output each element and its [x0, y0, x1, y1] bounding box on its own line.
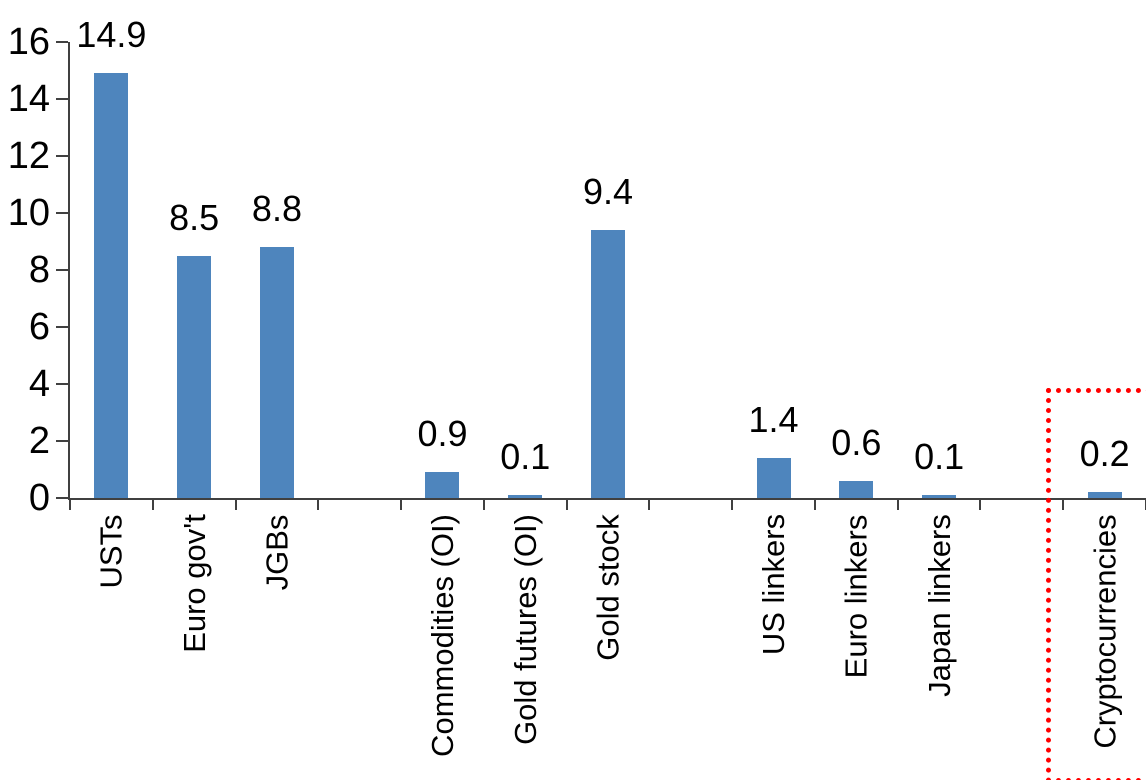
x-axis-tick [69, 498, 71, 510]
bar-value-label: 1.4 [748, 399, 799, 441]
y-axis-tick [56, 440, 68, 442]
x-axis-tick [151, 498, 154, 510]
bar-value-label: 9.4 [583, 171, 634, 213]
y-axis-tick-label: 14 [7, 78, 50, 120]
x-axis-tick [979, 498, 982, 510]
bar-value-label: 8.5 [169, 196, 220, 238]
bar-us-linkers [756, 458, 791, 498]
bar-gold-stock [591, 230, 625, 498]
bar-cryptocurrencies [1087, 492, 1122, 498]
bar-value-label: 14.9 [76, 14, 147, 56]
x-category-label-jgbs: JGBs [259, 514, 295, 590]
x-category-label-euro-gov-t: Euro gov't [176, 514, 212, 653]
x-category-label-usts: USTs [93, 513, 129, 589]
x-category-label-euro-linkers: Euro linkers [838, 514, 874, 678]
y-axis-tick [56, 98, 68, 100]
highlight-box-cryptocurrencies [1046, 388, 1146, 780]
x-category-label-us-linkers: US linkers [756, 513, 792, 656]
y-axis-tick-label: 4 [28, 363, 50, 405]
bar-euro-linkers [839, 480, 874, 498]
y-axis-tick-label: 8 [28, 249, 50, 291]
bar-commodities-oi [425, 472, 460, 498]
x-axis-tick [648, 498, 651, 510]
bar-value-label: 0.1 [500, 436, 551, 478]
x-axis-tick [565, 498, 568, 510]
x-axis-tick [317, 498, 320, 510]
y-axis-tick [56, 497, 68, 499]
bar-value-label: 0.6 [831, 421, 882, 463]
bar-euro-gov-t [177, 255, 212, 498]
y-axis-tick-label: 2 [28, 420, 50, 462]
y-axis-tick-label: 10 [7, 192, 50, 234]
x-axis-tick [482, 498, 485, 510]
bar-japan-linkers [922, 495, 957, 498]
bar-usts [94, 73, 129, 498]
y-axis-tick [56, 383, 68, 385]
bar-value-label: 0.2 [1079, 433, 1130, 475]
y-axis-tick [56, 212, 68, 214]
x-category-label-commodities-oi: Commodities (OI) [424, 514, 460, 757]
y-axis-tick-label: 6 [28, 306, 50, 348]
bar-value-label: 0.1 [914, 436, 965, 478]
y-axis-line [68, 42, 70, 500]
bar-value-label: 8.8 [251, 188, 302, 230]
bar-gold-futures-oi [508, 495, 543, 498]
x-axis-tick [896, 498, 899, 510]
y-axis-tick [56, 269, 68, 271]
y-axis-tick [56, 326, 68, 328]
bar-value-label: 0.9 [417, 413, 468, 455]
x-axis-tick [400, 498, 403, 510]
y-axis-tick-label: 0 [28, 477, 50, 519]
x-category-label-japan-linkers: Japan linkers [921, 514, 957, 697]
y-axis-tick [56, 41, 68, 43]
y-axis-tick [56, 155, 68, 157]
x-axis-tick [731, 498, 734, 510]
x-axis-tick [234, 498, 237, 510]
x-category-label-gold-stock: Gold stock [590, 513, 626, 661]
x-axis-tick [1062, 498, 1065, 510]
x-category-label-gold-futures-oi: Gold futures (OI) [507, 514, 543, 745]
y-axis-tick-label: 12 [7, 135, 50, 177]
x-axis-line [68, 498, 1146, 500]
x-axis-tick [813, 498, 816, 510]
y-axis-tick-label: 16 [7, 21, 50, 63]
bar-jgbs [259, 247, 294, 498]
